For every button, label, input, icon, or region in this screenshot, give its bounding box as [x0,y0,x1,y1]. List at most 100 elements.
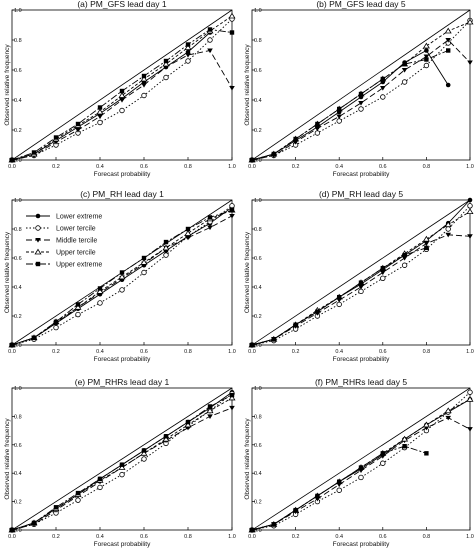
x-tick-label: 1.0 [466,164,474,170]
x-tick-label: 0.8 [184,164,192,170]
y-tick-label: 0.2 [14,500,22,506]
x-tick-label: 0.4 [335,349,343,355]
data-point [423,54,430,60]
x-axis-label: Forecast probability [94,541,151,548]
data-point [206,407,214,414]
data-point [401,435,409,442]
data-point [31,335,37,340]
y-tick-label: 1.0 [254,386,262,392]
plot-frame [11,387,233,531]
x-tick-label: 1.0 [228,534,236,540]
legend-label: Lower extreme [56,214,102,221]
data-point [336,114,342,120]
data-point [380,86,386,91]
data-point [229,213,235,219]
data-point [466,18,474,25]
data-point [229,207,235,213]
plot-frame [251,9,471,161]
y-tick-label: 0.2 [14,314,22,320]
data-point [207,404,213,409]
series-lower-extreme [9,389,235,533]
data-point [445,232,451,238]
chart-title: (f) PM_RHRs lead day 5 [315,377,407,387]
x-tick-label: 0.8 [184,534,192,540]
y-tick-label: 1.0 [14,8,22,14]
data-point [31,150,37,155]
series-line-middle-tercile [11,49,233,161]
data-point [162,435,170,442]
data-point [118,464,126,470]
x-tick-label: 1.0 [228,164,236,170]
legend-marker [35,213,41,219]
y-tick-label: 0.0 [14,343,22,349]
x-tick-label: 0.2 [292,164,300,170]
data-point [207,48,213,54]
data-point [118,92,126,98]
series-line-upper-extreme [251,50,449,161]
data-point [96,287,104,294]
data-point [314,130,321,136]
diagonal-reference-line [251,199,471,346]
data-point [380,460,386,466]
data-point [467,197,473,203]
data-point [422,421,430,428]
data-point [467,234,473,239]
data-point [119,287,125,293]
data-point [185,235,191,241]
series-upper-extreme [249,48,451,163]
data-point [163,252,169,258]
series-line-lower-tercile [251,20,471,161]
y-tick-label: 0.4 [14,98,22,104]
series-upper-tercile [248,208,474,348]
y-axis-label: Observed relative frequency [244,231,251,313]
series-middle-tercile [9,48,235,163]
y-tick-label: 0.2 [14,128,22,134]
data-point [402,252,407,258]
data-point [207,215,213,220]
data-point [75,121,81,127]
data-point [467,389,473,395]
data-point [466,395,474,402]
y-axis-label: Observed relative frequency [4,231,11,313]
data-point [207,225,213,231]
data-point [380,451,385,456]
x-tick-label: 0.6 [379,164,387,170]
data-point [337,479,342,484]
x-tick-label: 0.4 [96,349,104,355]
chart-title: (c) PM_RH lead day 1 [80,189,164,199]
data-point [163,239,169,245]
y-tick-label: 0.8 [254,414,262,420]
y-tick-label: 0.0 [14,158,22,164]
data-point [96,108,104,115]
data-point [97,476,103,482]
data-point [119,88,125,94]
series-lower-tercile [249,389,473,533]
x-tick-label: 1.0 [466,534,474,540]
legend-marker [35,261,41,267]
data-point [140,449,148,456]
chart-panel-6: (f) PM_RHRs lead day 5 0.0 0.2 0.4 0.6 0.8 1.0… [244,377,474,548]
y-tick-label: 0.4 [14,285,22,291]
data-point [422,42,430,49]
data-point [229,30,235,35]
data-point [315,121,320,127]
data-point [423,62,430,69]
data-point [97,119,103,126]
data-point [358,288,364,295]
legend-label: Upper tercile [56,250,96,257]
data-point [53,324,59,331]
x-tick-label: 0.4 [96,534,104,540]
data-point [185,53,191,58]
data-point [444,221,452,228]
y-tick-label: 0.6 [254,443,262,449]
data-point [97,286,103,291]
y-tick-label: 1.0 [14,198,22,204]
data-point [444,407,452,414]
plot-frame [251,387,471,531]
series-line-upper-tercile [11,15,233,161]
data-point [293,507,298,513]
series-lower-extreme [9,30,213,163]
data-point [75,311,81,318]
y-tick-label: 1.0 [254,198,262,204]
data-point [314,126,321,132]
